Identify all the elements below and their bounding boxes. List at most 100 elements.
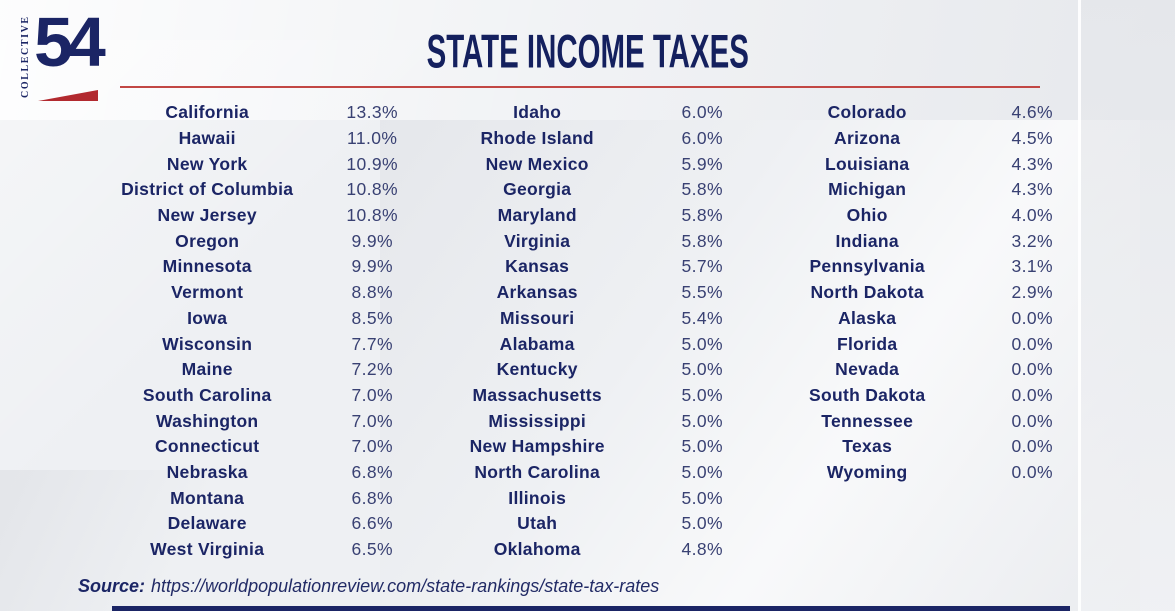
table-row: New York 10.9% bbox=[95, 151, 425, 177]
state-rate: 5.0% bbox=[681, 384, 723, 405]
collective54-logo: COLLECTIVE 54 bbox=[18, 3, 128, 101]
state-rate: 4.0% bbox=[1011, 205, 1053, 226]
state-rate: 4.3% bbox=[1011, 153, 1053, 174]
table-row: Ohio 4.0% bbox=[755, 203, 1085, 229]
state-rate: 3.1% bbox=[1011, 256, 1053, 277]
background-facet bbox=[1081, 0, 1175, 611]
state-name: Alaska bbox=[838, 307, 897, 328]
state-rate: 4.3% bbox=[1011, 179, 1053, 200]
state-name: Nevada bbox=[835, 359, 900, 380]
state-name: Colorado bbox=[827, 102, 907, 123]
state-rate: 10.8% bbox=[346, 205, 398, 226]
table-row: Kansas 5.7% bbox=[425, 254, 755, 280]
state-rate: 5.0% bbox=[681, 513, 723, 534]
table-row: Nevada 0.0% bbox=[755, 357, 1085, 383]
state-rate: 13.3% bbox=[346, 102, 398, 123]
state-rate: 0.0% bbox=[1011, 436, 1053, 457]
table-row: Minnesota 9.9% bbox=[95, 254, 425, 280]
table-row: Colorado 4.6% bbox=[755, 100, 1085, 126]
state-name: Arkansas bbox=[496, 282, 578, 303]
table-row: Wisconsin 7.7% bbox=[95, 331, 425, 357]
state-name: District of Columbia bbox=[121, 179, 294, 200]
table-row: Montana 6.8% bbox=[95, 485, 425, 511]
state-rate: 0.0% bbox=[1011, 410, 1053, 431]
page-title: STATE INCOME TAXES bbox=[426, 24, 749, 78]
state-name: Wyoming bbox=[826, 461, 908, 482]
state-rate: 3.2% bbox=[1011, 230, 1053, 251]
state-rate: 0.0% bbox=[1011, 461, 1053, 482]
state-name: Delaware bbox=[167, 513, 247, 534]
state-name: Louisiana bbox=[825, 153, 910, 174]
state-rate: 4.6% bbox=[1011, 102, 1053, 123]
tax-table-column-2: Idaho 6.0% Rhode Island 6.0% New Mexico … bbox=[425, 100, 755, 562]
state-name: South Carolina bbox=[142, 384, 272, 405]
state-name: Rhode Island bbox=[480, 128, 594, 149]
state-rate: 5.7% bbox=[681, 256, 723, 277]
state-rate: 0.0% bbox=[1011, 359, 1053, 380]
state-name: Hawaii bbox=[178, 128, 236, 149]
state-rate: 5.5% bbox=[681, 282, 723, 303]
state-name: Iowa bbox=[187, 307, 228, 328]
table-row: Missouri 5.4% bbox=[425, 306, 755, 332]
state-name: Massachusetts bbox=[472, 384, 602, 405]
table-row: Oregon 9.9% bbox=[95, 228, 425, 254]
state-rate: 4.8% bbox=[681, 539, 723, 560]
state-rate: 9.9% bbox=[351, 230, 393, 251]
state-name: Arizona bbox=[834, 128, 901, 149]
state-rate: 7.0% bbox=[351, 384, 393, 405]
table-row: Delaware 6.6% bbox=[95, 511, 425, 537]
state-name: Illinois bbox=[508, 487, 567, 508]
title-divider bbox=[120, 86, 1040, 88]
state-name: South Dakota bbox=[809, 384, 926, 405]
table-row: South Carolina 7.0% bbox=[95, 383, 425, 409]
table-row: Alaska 0.0% bbox=[755, 306, 1085, 332]
table-row: Pennsylvania 3.1% bbox=[755, 254, 1085, 280]
table-row: Alabama 5.0% bbox=[425, 331, 755, 357]
state-rate: 0.0% bbox=[1011, 333, 1053, 354]
state-name: Kentucky bbox=[496, 359, 578, 380]
table-row: Michigan 4.3% bbox=[755, 177, 1085, 203]
state-rate: 6.6% bbox=[351, 513, 393, 534]
table-row: North Dakota 2.9% bbox=[755, 280, 1085, 306]
state-name: Connecticut bbox=[154, 436, 260, 457]
state-name: North Dakota bbox=[810, 282, 924, 303]
state-rate: 11.0% bbox=[347, 128, 398, 149]
state-name: Kansas bbox=[505, 256, 570, 277]
table-row: Florida 0.0% bbox=[755, 331, 1085, 357]
table-row: Washington 7.0% bbox=[95, 408, 425, 434]
state-name: Ohio bbox=[846, 205, 888, 226]
state-rate: 5.9% bbox=[681, 153, 723, 174]
table-row: Hawaii 11.0% bbox=[95, 126, 425, 152]
state-rate: 0.0% bbox=[1011, 384, 1053, 405]
state-name: Minnesota bbox=[162, 256, 252, 277]
bottom-navy-bar bbox=[112, 606, 1070, 611]
state-rate: 6.8% bbox=[351, 461, 393, 482]
state-rate: 5.4% bbox=[681, 307, 723, 328]
state-name: Tennessee bbox=[821, 410, 914, 431]
logo-number: 54 bbox=[34, 3, 106, 81]
state-name: Georgia bbox=[503, 179, 572, 200]
state-name: Texas bbox=[842, 436, 893, 457]
table-row: Rhode Island 6.0% bbox=[425, 126, 755, 152]
table-row: Maine 7.2% bbox=[95, 357, 425, 383]
state-rate: 10.8% bbox=[346, 179, 398, 200]
tax-table-column-3: Colorado 4.6% Arizona 4.5% Louisiana 4.3… bbox=[755, 100, 1085, 485]
state-name: North Carolina bbox=[474, 461, 601, 482]
state-name: New Jersey bbox=[157, 205, 257, 226]
state-rate: 5.8% bbox=[681, 179, 723, 200]
state-rate: 6.8% bbox=[351, 487, 393, 508]
table-row: Arkansas 5.5% bbox=[425, 280, 755, 306]
state-rate: 7.0% bbox=[351, 436, 393, 457]
table-row: Iowa 8.5% bbox=[95, 306, 425, 332]
state-rate: 6.0% bbox=[681, 102, 723, 123]
state-name: Wisconsin bbox=[162, 333, 253, 354]
state-rate: 5.0% bbox=[681, 436, 723, 457]
table-row: Maryland 5.8% bbox=[425, 203, 755, 229]
state-rate: 8.8% bbox=[351, 282, 393, 303]
table-row: Massachusetts 5.0% bbox=[425, 383, 755, 409]
tax-table-column-1: California 13.3% Hawaii 11.0% New York 1… bbox=[95, 100, 425, 562]
table-row: Georgia 5.8% bbox=[425, 177, 755, 203]
state-name: Idaho bbox=[513, 102, 562, 123]
state-name: Oregon bbox=[175, 230, 240, 251]
